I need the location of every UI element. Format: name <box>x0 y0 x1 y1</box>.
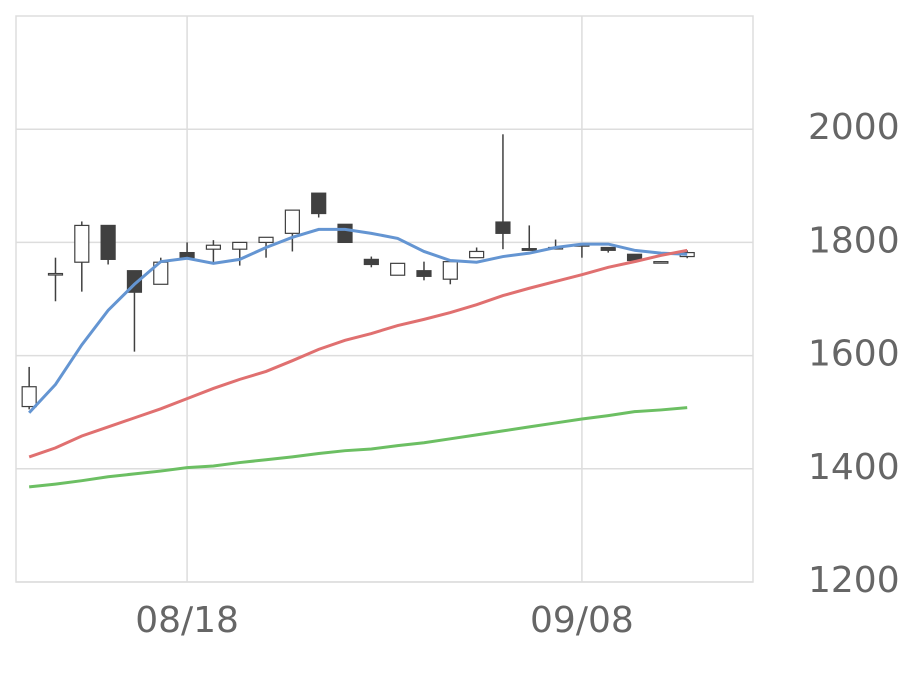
candle-body <box>495 221 511 234</box>
moving-average-line <box>28 227 688 414</box>
candle-body <box>258 236 274 243</box>
candle-body <box>363 258 379 266</box>
candle-body <box>521 248 537 251</box>
moving-average-line <box>29 406 688 489</box>
candle-body <box>416 270 432 277</box>
candle-body <box>100 224 116 260</box>
moving-average-line <box>28 248 688 459</box>
y-tick-label: 1200 <box>808 560 900 601</box>
candle-body <box>284 209 300 234</box>
candle-body <box>442 261 458 280</box>
x-tick-label: 09/08 <box>530 600 634 641</box>
candle-body <box>205 244 222 250</box>
candle-body <box>311 192 327 215</box>
x-tick-label: 08/18 <box>135 600 239 641</box>
candle-body <box>47 272 64 276</box>
candle-body <box>21 386 37 408</box>
candle-body <box>653 261 669 264</box>
candle-body <box>390 262 406 276</box>
candle-body <box>469 250 485 259</box>
y-tick-label: 1400 <box>808 447 900 488</box>
y-tick-label: 2000 <box>808 107 900 148</box>
candle-body <box>232 241 248 250</box>
candle-body <box>600 246 616 251</box>
plot-frame <box>15 15 754 583</box>
y-tick-label: 1600 <box>808 334 900 375</box>
candle-body <box>74 224 90 263</box>
y-tick-label: 1800 <box>808 220 900 261</box>
candle-body <box>337 223 353 243</box>
